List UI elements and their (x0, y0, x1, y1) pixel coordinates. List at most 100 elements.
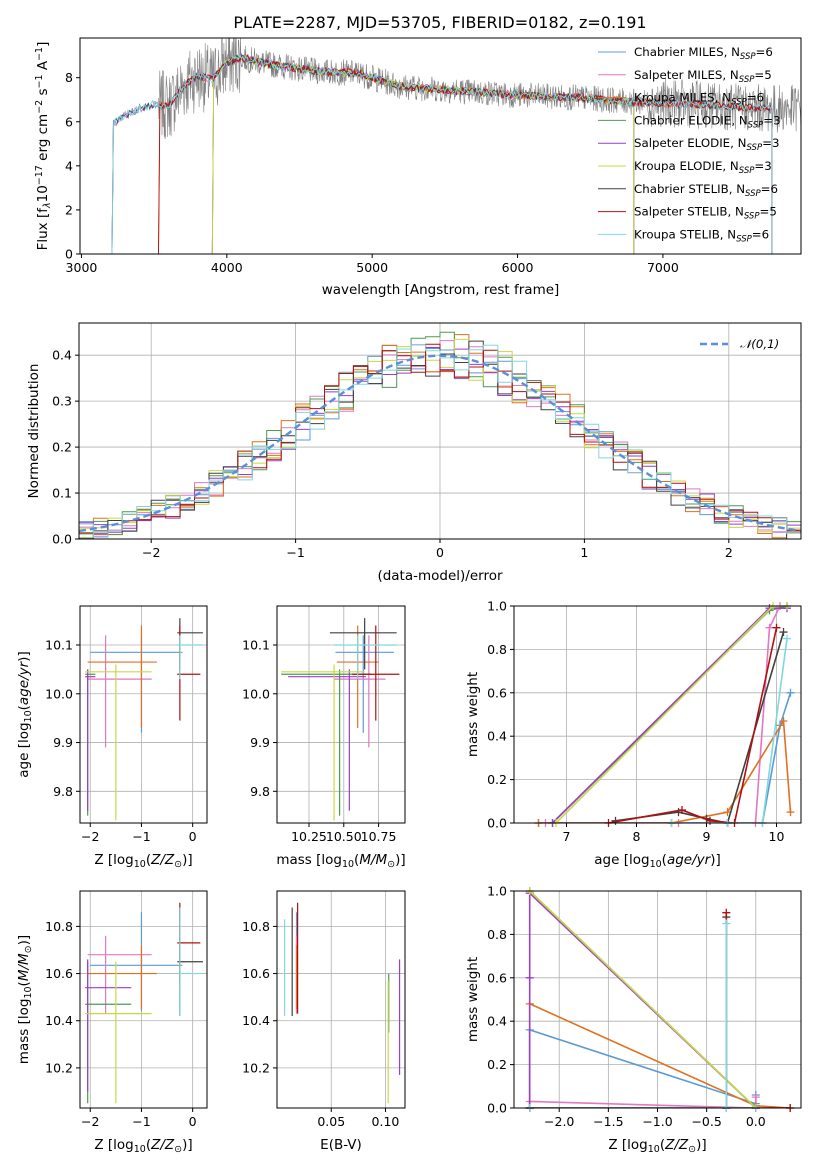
y-axis-label: Flux [fλ10−17 erg cm−2 s−1 A−1] (34, 42, 53, 251)
y-axis-label: mass weight (465, 957, 481, 1042)
mass_vs_Z-grid (80, 891, 207, 1108)
x-tick-label: 7 (563, 829, 571, 844)
y-tick-label: 0.2 (52, 440, 72, 455)
x-axis-label-part: ⊙ (387, 859, 395, 870)
y-tick-label: 9.9 (250, 735, 270, 750)
legend-label-end: =5 (754, 68, 771, 82)
weight-marker (678, 805, 686, 814)
x-axis-label-part: )] (710, 852, 721, 868)
y-axis-label-part: 10 (23, 986, 34, 998)
x-tick-label: −1.5 (593, 1114, 623, 1129)
normal-reference-curve (79, 354, 801, 533)
axes-frame (79, 37, 802, 255)
y-tick-label: 0.2 (487, 772, 507, 787)
y-tick-label: 0.6 (487, 970, 507, 985)
y-axis-label-part: ( (16, 705, 32, 710)
data-point (85, 664, 152, 821)
y-axis-label-part: −1 (34, 47, 45, 61)
y-tick-label: 8 (65, 70, 73, 85)
x-axis-label: mass [log10(M/M⊙)] (276, 852, 405, 870)
x-axis-label-part: age/yr (667, 852, 712, 868)
weight-marker (525, 973, 534, 982)
weight-marker (779, 628, 788, 637)
axes-frame (79, 605, 208, 824)
x-tick-label: 10 (769, 829, 785, 844)
x-axis-label-part: )] (696, 1137, 707, 1153)
data-point (334, 635, 386, 748)
legend-label: Salpeter MILES, NSSP=5 (634, 68, 772, 85)
legend-label-main: Salpeter STELIB, N (634, 205, 744, 219)
y-axis-label-part: λ (42, 202, 53, 209)
x-axis-label-part: Z [log (94, 1137, 133, 1153)
x-tick-label: 0 (189, 1114, 197, 1129)
data-point (334, 635, 397, 680)
model-spectrum-6 (111, 54, 773, 254)
y-tick-label: 0.6 (487, 685, 507, 700)
legend-label-end: =3 (763, 113, 780, 127)
observed-spectrum (158, 38, 801, 139)
x-tick-label: −1 (132, 829, 150, 844)
weight-line-0 (538, 692, 792, 823)
weight-marker (783, 634, 791, 643)
x-axis-label-part: Z/Z (150, 1137, 175, 1153)
weight-marker (772, 623, 781, 632)
data-point (177, 618, 203, 670)
y-tick-label: 9.9 (53, 735, 73, 750)
y-tick-label: 10.1 (242, 638, 270, 653)
y-axis-label-part: A (35, 60, 51, 74)
legend-label-sub: SSP (746, 143, 762, 153)
y-axis-label-part: ( (16, 981, 32, 986)
x-tick-label: 7000 (647, 260, 679, 275)
x-axis-label-part: mass [log (276, 852, 342, 868)
data-point (177, 907, 203, 1017)
legend-label-sub: SSP (748, 120, 764, 130)
legend-label: Chabrier MILES, NSSP=6 (634, 45, 773, 62)
legend-label-sub: SSP (739, 75, 755, 85)
y-tick-label: 10.2 (45, 1060, 73, 1075)
weight-marker (779, 717, 788, 726)
data-point (85, 961, 152, 1104)
legend-label: Kroupa ELODIE, NSSP=3 (634, 159, 772, 176)
model-spectrum-3 (211, 55, 635, 254)
data-point (85, 959, 132, 1092)
y-tick-label: 10.8 (242, 919, 270, 934)
y-axis-label: mass [log10(M/M⊙)] (16, 935, 34, 1064)
legend-label-sub: SSP (744, 212, 760, 222)
residual-histogram-7 (79, 343, 801, 539)
y-axis-label-part: 10 (35, 185, 51, 202)
weight-marker (786, 688, 795, 697)
data-point (85, 961, 132, 1104)
y-axis-label-part: 10 (23, 710, 34, 722)
legend-label-end: =3 (762, 136, 779, 150)
y-tick-label: 10.0 (45, 686, 73, 701)
y-axis-label-part: ] (35, 42, 51, 47)
legend-label-sub: SSP (736, 234, 752, 244)
y-axis-label-part: s (35, 88, 51, 99)
x-axis-label: Z [log10(Z/Z⊙)] (608, 1137, 706, 1155)
y-tick-label: 10.1 (45, 638, 73, 653)
x-axis-label-part: Z/Z (150, 852, 175, 868)
x-axis-label-part: ⊙ (174, 1144, 182, 1155)
x-tick-label: 0 (436, 545, 444, 560)
legend-label-main: Chabrier STELIB, N (634, 182, 745, 196)
x-axis-label-part: 10 (342, 859, 354, 870)
legend-label: Kroupa MILES, NSSP=6 (634, 91, 764, 108)
y-tick-label: 10.6 (242, 966, 270, 981)
legend-label-main: Kroupa STELIB, N (634, 227, 736, 241)
legend-label: Chabrier ELODIE, NSSP=3 (634, 113, 781, 130)
legend-label-end: =6 (752, 227, 769, 241)
x-axis-label-part: M/M (359, 852, 387, 868)
legend-label-end: =5 (759, 205, 776, 219)
weight_vs_Z-plot: −2.0 −1.5 −1.0 −0.5 0.0 0.0 0.2 0.4 0.6 0.8 1.0 Z [… (465, 884, 802, 1155)
data-point (90, 635, 183, 733)
legend-label: Kroupa STELIB, NSSP=6 (634, 227, 769, 244)
y-axis-label-part: −17 (34, 165, 45, 185)
y-tick-label: 10.6 (45, 966, 73, 981)
legend-label-main: Salpeter MILES, N (634, 68, 739, 82)
x-axis-label: wavelength [Angstrom, rest frame] (322, 282, 560, 298)
legend-label-end: =3 (754, 159, 771, 173)
y-tick-label: 9.8 (250, 784, 270, 799)
x-tick-label: −0.5 (691, 1114, 721, 1129)
data-point (87, 945, 157, 1009)
